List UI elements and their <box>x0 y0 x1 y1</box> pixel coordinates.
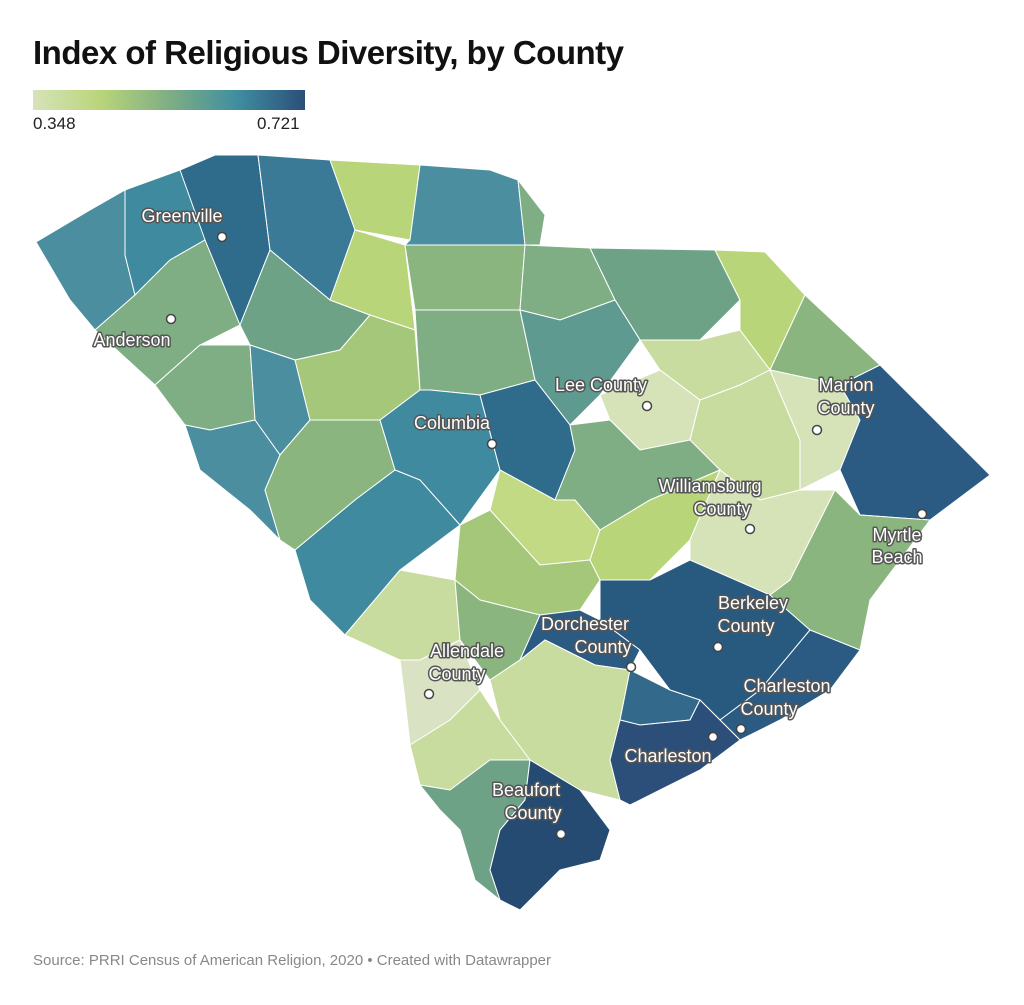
city-dot-charleston <box>707 731 719 743</box>
label-berkeley-line2: County <box>717 616 774 636</box>
county-lancaster-strip <box>517 178 546 246</box>
label-charleston-county-line2: County <box>740 699 797 719</box>
label-anderson: Anderson <box>93 330 170 350</box>
county-beaufort <box>489 759 611 911</box>
label-marion-line2: County <box>817 398 874 418</box>
county-clarendon <box>589 469 721 581</box>
city-markers <box>165 231 928 840</box>
map-title: Index of Religious Diversity, by County <box>33 34 624 71</box>
legend-color-scale <box>33 90 305 110</box>
label-greenville: Greenville <box>141 206 222 226</box>
label-allendale-line1: Allendale <box>430 641 504 661</box>
city-dot-anderson <box>165 313 177 325</box>
city-dot-allendale <box>423 688 435 700</box>
city-dot-columbia <box>486 438 498 450</box>
label-myrtle-line2: Beach <box>871 547 922 567</box>
city-dot-charleston-county <box>735 723 747 735</box>
source-footer: Source: PRRI Census of American Religion… <box>33 952 552 969</box>
city-dot-beaufort <box>555 828 567 840</box>
label-beaufort-line2: County <box>504 803 561 823</box>
map-labels: Greenville Anderson Columbia Lee County … <box>92 205 924 825</box>
label-charleston-county-line1: Charleston <box>743 676 830 696</box>
legend-min-label: 0.348 <box>33 114 76 133</box>
label-allendale-line2: County <box>428 664 485 684</box>
county-york <box>403 164 526 246</box>
label-charleston: Charleston <box>624 746 711 766</box>
label-lee-county: Lee County <box>555 375 647 395</box>
city-dot-greenville <box>216 231 228 243</box>
county-charleston-north <box>719 629 861 741</box>
city-dot-myrtle-beach <box>916 508 928 520</box>
label-williamsburg-line2: County <box>693 499 750 519</box>
city-dot-marion <box>811 424 823 436</box>
county-charleston <box>609 699 741 806</box>
county-fairfield <box>414 309 536 396</box>
county-union <box>329 229 416 331</box>
city-dot-williamsburg <box>744 523 756 535</box>
county-chester <box>404 244 526 311</box>
city-dot-berkeley <box>712 641 724 653</box>
label-dorchester-line2: County <box>574 637 631 657</box>
city-dot-lee <box>641 400 653 412</box>
legend-max-label: 0.721 <box>257 114 300 133</box>
label-dorchester-line1: Dorchester <box>541 614 629 634</box>
label-marion-line1: Marion <box>818 375 873 395</box>
label-beaufort-line1: Beaufort <box>492 780 560 800</box>
label-myrtle-line1: Myrtle <box>873 525 922 545</box>
label-berkeley-line1: Berkeley <box>718 593 788 613</box>
label-columbia: Columbia <box>414 413 491 433</box>
city-dot-dorchester <box>625 661 637 673</box>
county-mccormick <box>184 419 281 541</box>
label-williamsburg-line1: Williamsburg <box>658 476 761 496</box>
